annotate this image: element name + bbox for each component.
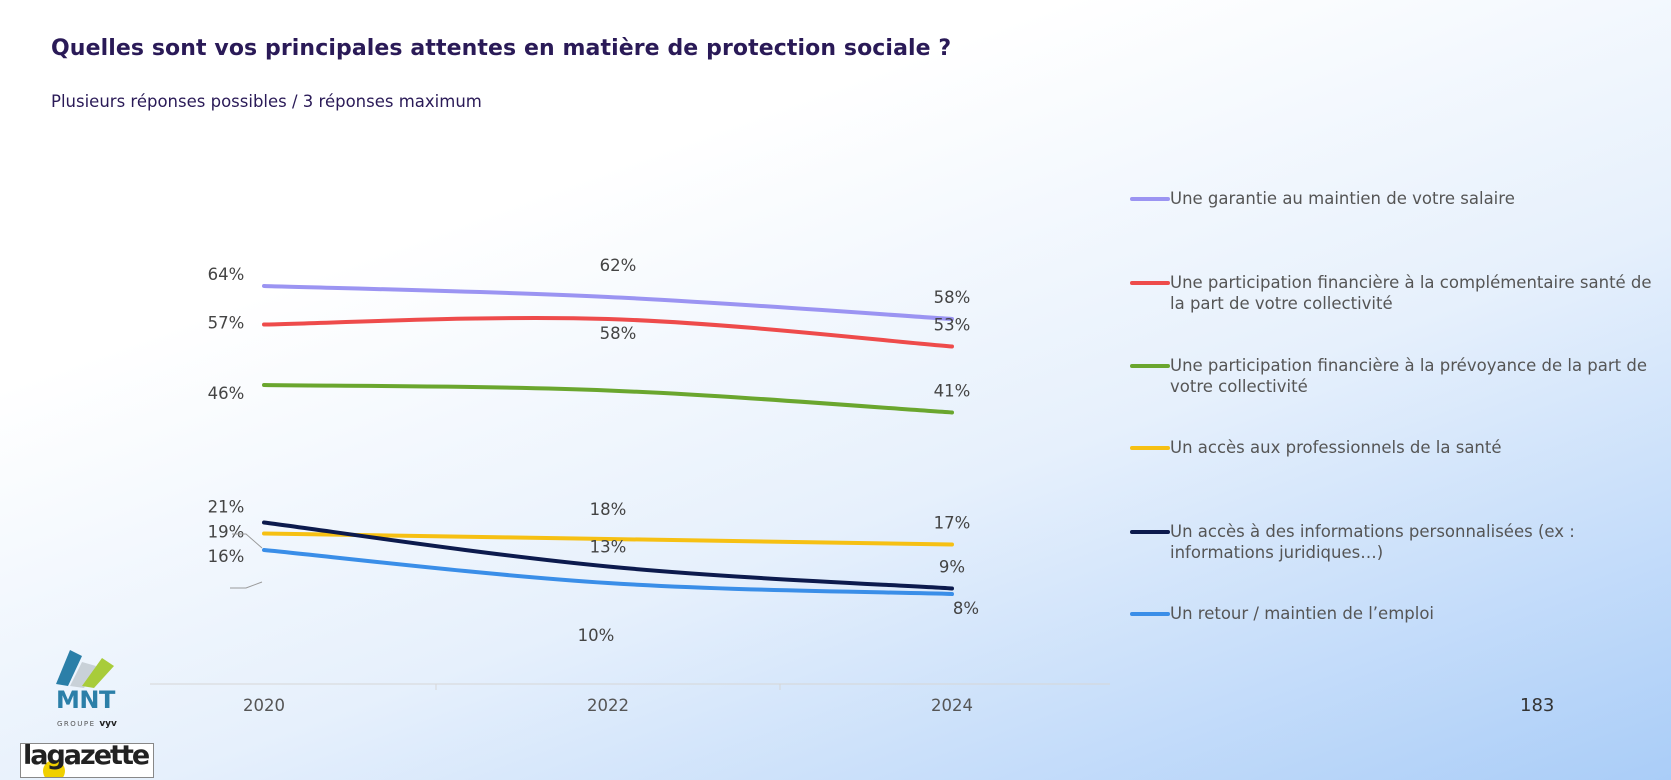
legend-swatch (1130, 364, 1170, 368)
data-label: 8% (953, 599, 979, 618)
gazette-logo: lagazette (20, 743, 154, 778)
gazette-logo-text: lagazette (23, 743, 150, 771)
legend-label: Une participation financière à la prévoy… (1170, 356, 1648, 396)
leader-line (230, 581, 263, 589)
data-label: 57% (208, 314, 245, 333)
data-label: 9% (939, 558, 965, 577)
data-label: 58% (934, 288, 971, 307)
legend-label: Un retour / maintien de l’emploi (1170, 604, 1434, 623)
data-label: 62% (600, 256, 637, 275)
legend-item: Une participation financière à la complé… (1130, 272, 1670, 314)
data-label: 53% (934, 316, 971, 335)
x-tick-label: 2020 (243, 696, 285, 715)
chart-subtitle: Plusieurs réponses possibles / 3 réponse… (51, 92, 482, 111)
legend-swatch (1130, 530, 1170, 534)
data-label: 18% (590, 500, 627, 519)
mnt-logo-text: MNT (56, 686, 115, 714)
mnt-groupe-text: GROUPE vyv (57, 719, 117, 729)
data-label: 41% (934, 382, 971, 401)
legend-item: Une garantie au maintien de votre salair… (1130, 188, 1670, 209)
legend-swatch (1130, 446, 1170, 450)
legend-item: Un accès aux professionnels de la santé (1130, 437, 1670, 458)
data-label: 17% (934, 514, 971, 533)
x-tick-label: 2024 (931, 696, 973, 715)
data-label: 13% (590, 538, 627, 557)
series-line (262, 548, 954, 596)
data-label: 58% (600, 324, 637, 343)
legend-swatch (1130, 197, 1170, 201)
mnt-logo-mark (56, 650, 114, 688)
x-tick-label: 2022 (587, 696, 629, 715)
mnt-logo: MNT GROUPE vyv (52, 648, 122, 729)
data-label: 21% (208, 498, 245, 517)
series-line (262, 284, 954, 321)
series-line (262, 315, 954, 349)
data-label: 10% (578, 626, 615, 645)
legend-item: Une participation financière à la prévoy… (1130, 355, 1670, 397)
legend-swatch (1130, 612, 1170, 616)
data-label: 16% (208, 547, 245, 566)
legend-label: Une garantie au maintien de votre salair… (1170, 189, 1515, 208)
legend-label: Un accès à des informations personnalisé… (1170, 522, 1575, 562)
legend-label: Une participation financière à la complé… (1170, 273, 1652, 313)
legend-item: Un accès à des informations personnalisé… (1130, 521, 1670, 563)
mnt-vyv-label: vyv (99, 719, 117, 729)
legend-item: Un retour / maintien de l’emploi (1130, 603, 1670, 624)
gazette-logo-dot (43, 760, 65, 777)
legend-label: Un accès aux professionnels de la santé (1170, 438, 1502, 457)
page-number: 183 (1520, 695, 1555, 716)
series-line (262, 383, 954, 415)
chart-title: Quelles sont vos principales attentes en… (51, 36, 952, 61)
line-chart: 2020 2022 2024 64% 62% 58% 57% 58% 53% 46% 41% 19% 1… (150, 256, 1110, 715)
data-label: 19% (208, 523, 245, 542)
legend-swatch (1130, 281, 1170, 285)
data-label: 46% (208, 384, 245, 403)
data-label: 64% (208, 265, 245, 284)
mnt-groupe-label: GROUPE (57, 720, 96, 728)
leader-line (232, 533, 263, 549)
series-line (262, 520, 954, 591)
